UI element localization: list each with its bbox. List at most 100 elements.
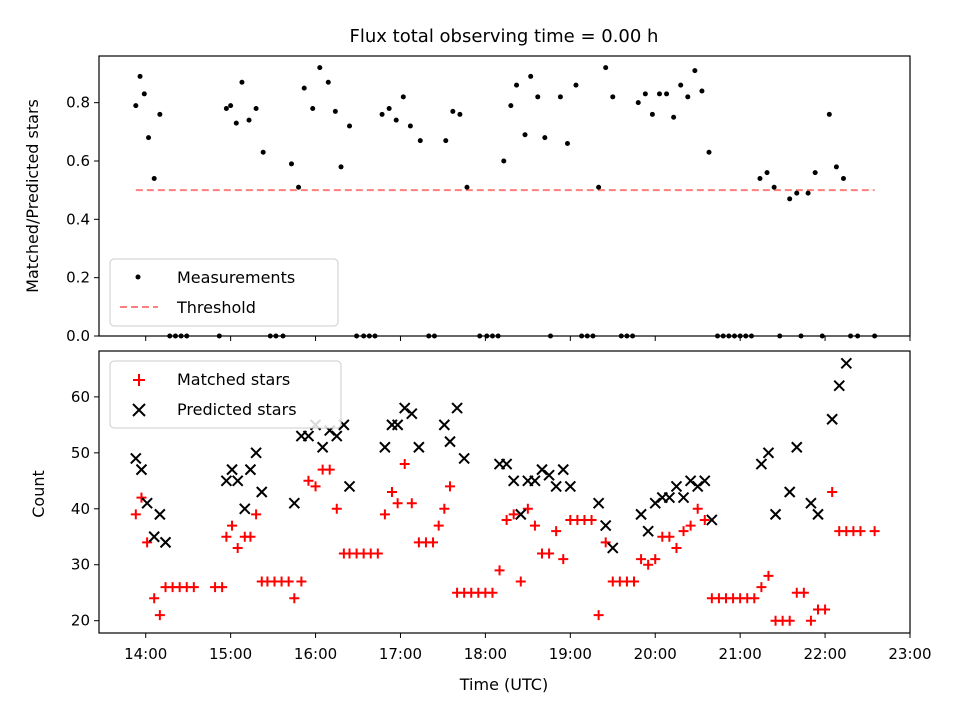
matched-star-point	[386, 487, 397, 497]
x-tick-label: 17:00	[379, 645, 422, 663]
measurement-point	[141, 91, 147, 97]
top-y-tick-label: 0.6	[66, 152, 90, 170]
measurement-point	[610, 94, 616, 100]
top-y-tick-label: 0.8	[66, 94, 90, 112]
predicted-star-point	[507, 475, 520, 487]
bottom-y-axis-label: Count	[29, 470, 48, 518]
matched-star-point	[310, 481, 321, 492]
measurement-point	[253, 106, 259, 111]
x-axis-label: Time (UTC)	[459, 675, 548, 694]
matched-star-point	[221, 531, 232, 542]
measurement-point	[757, 176, 763, 181]
predicted-star-point	[805, 497, 817, 509]
predicted-star-point	[812, 508, 824, 521]
matched-star-point	[487, 587, 498, 598]
predicted-star-point	[840, 357, 853, 370]
predicted-star-point	[399, 402, 411, 414]
measurement-point	[664, 91, 670, 97]
matched-star-point	[130, 509, 141, 520]
matched-star-point	[650, 554, 661, 565]
x-tick-label: 22:00	[803, 645, 846, 663]
matched-star-point	[749, 593, 760, 604]
matched-star-point	[827, 487, 838, 497]
measurement-point	[223, 106, 229, 111]
bottom-legend: Matched stars Predicted stars	[109, 360, 342, 429]
matched-star-point	[820, 604, 831, 615]
predicted-star-point	[649, 497, 661, 509]
matched-star-point	[494, 565, 505, 576]
matched-star-point	[283, 576, 294, 587]
x-tick-label: 18:00	[464, 645, 507, 663]
matched-star-point	[593, 610, 604, 621]
bottom-plot-area: 20 30 40 50 60 14:00 15:00 16:00 17:00 18:00 19:00…	[71, 357, 932, 663]
matched-star-point	[600, 537, 611, 548]
predicted-star-point	[515, 508, 527, 521]
matched-star-point	[439, 503, 450, 514]
legend-measurements-marker	[135, 274, 141, 280]
legend-predicted-label: Predicted stars	[177, 400, 297, 419]
predicted-star-point	[130, 452, 142, 465]
matched-star-point	[558, 554, 569, 565]
predicted-star-point	[684, 475, 697, 487]
measurement-point	[457, 111, 463, 117]
matched-star-point	[501, 514, 512, 525]
measurement-point	[228, 103, 234, 109]
predicted-star-point	[599, 519, 612, 532]
measurement-point	[157, 111, 163, 117]
predicted-star-point	[288, 497, 301, 509]
measurement-point	[671, 114, 677, 120]
matched-star-point	[428, 537, 439, 548]
matched-star-point	[251, 509, 262, 520]
predicted-star-point	[302, 430, 315, 442]
measurement-point	[535, 94, 541, 100]
measurement-point	[288, 161, 294, 167]
matched-star-point	[296, 576, 307, 587]
matched-star-point	[227, 520, 238, 531]
predicted-star-point	[635, 508, 647, 521]
matched-star-point	[784, 615, 795, 626]
x-tick-label: 23:00	[888, 645, 931, 663]
matched-star-point	[678, 526, 689, 537]
legend-predicted-marker	[132, 403, 146, 417]
matched-star-point	[392, 498, 403, 509]
matched-star-point	[399, 459, 410, 470]
matched-star-point	[406, 498, 417, 509]
predicted-star-point	[564, 480, 577, 493]
predicted-star-point	[135, 463, 148, 476]
measurement-point	[464, 184, 470, 190]
matched-star-point	[136, 492, 147, 503]
measurement-point	[325, 79, 331, 85]
predicted-star-point	[642, 525, 654, 537]
matched-star-point	[798, 587, 809, 598]
matched-star-point	[303, 475, 314, 486]
matched-star-point	[445, 481, 456, 492]
measurement-point	[522, 132, 528, 138]
matched-star-point	[331, 503, 342, 514]
measurement-point	[407, 123, 413, 129]
measurement-point	[564, 141, 570, 146]
matched-star-point	[629, 576, 640, 587]
predicted-star-point	[444, 435, 456, 448]
predicted-star-point	[438, 419, 451, 431]
x-tick-label: 19:00	[549, 645, 592, 663]
predicted-star-point	[451, 402, 463, 414]
matched-star-point	[372, 548, 383, 559]
measurement-point	[338, 164, 344, 170]
bottom-y-tick-label: 60	[71, 388, 90, 406]
predicted-star-point	[670, 480, 683, 493]
measurement-point	[417, 138, 423, 144]
matched-star-point	[855, 526, 866, 537]
measurement-point	[649, 111, 655, 117]
measurement-point	[656, 91, 662, 97]
measurement-point	[317, 65, 323, 71]
matched-star-point	[529, 520, 540, 531]
top-y-tick-label: 0.0	[66, 327, 90, 345]
matched-star-point	[324, 464, 335, 475]
measurement-point	[787, 196, 793, 202]
matched-star-point	[245, 531, 256, 542]
predicted-star-point	[699, 475, 711, 487]
measurement-point	[573, 82, 579, 88]
measurement-point	[393, 117, 399, 123]
matched-star-point	[544, 548, 555, 559]
predicted-star-point	[226, 463, 238, 476]
